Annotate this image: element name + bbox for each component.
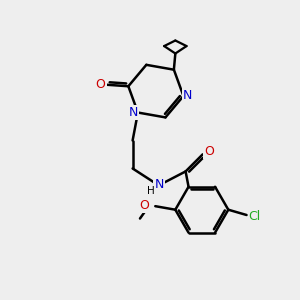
Text: N: N <box>183 89 193 103</box>
Text: O: O <box>140 199 149 212</box>
Text: O: O <box>96 78 106 91</box>
Text: H: H <box>147 186 155 196</box>
Text: O: O <box>204 145 214 158</box>
Text: Cl: Cl <box>249 210 261 223</box>
Text: N: N <box>129 106 138 119</box>
Text: N: N <box>154 178 164 191</box>
